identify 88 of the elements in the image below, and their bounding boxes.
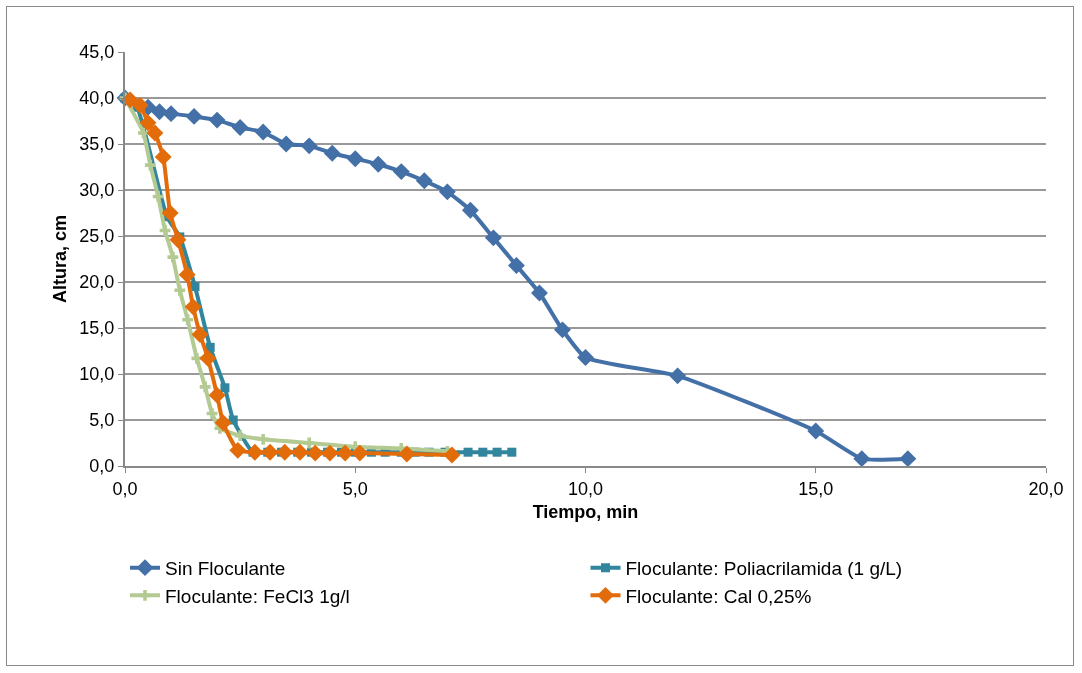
legend-label: Floculante: Poliacrilamida (1 g/L) (625, 558, 903, 580)
point (554, 321, 571, 339)
point (184, 298, 202, 316)
point (229, 441, 247, 459)
y-tick-label: 35,0 (79, 134, 115, 155)
point (131, 96, 149, 114)
point (185, 107, 203, 125)
point (178, 266, 196, 284)
point (443, 446, 461, 464)
point (208, 111, 226, 129)
point (191, 325, 209, 343)
x-tick-label: 5,0 (342, 478, 368, 499)
point (461, 201, 479, 219)
point (182, 314, 194, 326)
point (531, 284, 548, 302)
point (257, 433, 269, 445)
point (206, 408, 218, 419)
point (228, 415, 238, 425)
point (300, 137, 318, 155)
x-tick-label: 15,0 (798, 478, 834, 499)
y-tick-label: 25,0 (79, 226, 115, 247)
point (577, 348, 594, 366)
point (162, 105, 180, 123)
point (246, 443, 264, 461)
point (346, 150, 364, 168)
point (167, 251, 179, 263)
x-axis-title: Tiempo, min (532, 502, 639, 523)
x-tick-label: 0,0 (112, 478, 138, 499)
point (231, 118, 249, 136)
point (169, 231, 187, 249)
x-tick-label: 10,0 (567, 478, 604, 499)
point (151, 103, 168, 121)
point (139, 114, 157, 132)
point (478, 447, 488, 457)
point (669, 367, 687, 385)
point (336, 444, 354, 462)
point (351, 444, 369, 462)
point (190, 282, 200, 292)
x-tick-label: 20,0 (1028, 478, 1064, 499)
point (220, 383, 230, 393)
point (438, 183, 456, 201)
point (146, 124, 164, 142)
point (507, 256, 525, 274)
point (484, 229, 502, 247)
y-tick-label: 0,0 (89, 456, 115, 477)
point (199, 381, 211, 393)
y-tick-label: 20,0 (79, 272, 115, 293)
point (807, 422, 825, 440)
point (392, 163, 410, 181)
point (205, 342, 215, 352)
point (214, 414, 232, 432)
point (899, 450, 917, 468)
legend-label: Floculante: FeCl3 1g/l (165, 585, 350, 607)
point (199, 349, 217, 367)
point (191, 352, 203, 364)
point (161, 204, 179, 222)
point (154, 148, 172, 166)
point (303, 437, 315, 449)
legend-label: Sin Floculante (165, 558, 286, 580)
point (306, 444, 324, 462)
point (398, 445, 416, 463)
point (234, 430, 246, 442)
legend-label: Floculante: Cal 0,25% (625, 585, 812, 607)
point (261, 443, 279, 461)
point (321, 444, 339, 462)
point (254, 123, 272, 141)
point (152, 191, 164, 202)
point (121, 91, 139, 109)
point (492, 447, 502, 457)
point (323, 144, 341, 162)
y-tick-label: 40,0 (79, 88, 115, 109)
y-tick-label: 30,0 (79, 180, 115, 201)
point (277, 135, 295, 153)
point (415, 172, 433, 190)
y-axis-title: Altura, cm (50, 214, 71, 304)
point (276, 443, 294, 461)
y-tick-label: 15,0 (79, 318, 115, 339)
point (144, 159, 156, 171)
point (174, 284, 186, 296)
point (507, 447, 517, 457)
point (159, 225, 171, 236)
point (463, 447, 473, 457)
point (208, 386, 226, 404)
point (369, 155, 387, 173)
point (853, 450, 871, 468)
y-tick-label: 45,0 (79, 42, 115, 63)
y-tick-label: 10,0 (79, 364, 115, 385)
y-tick-label: 5,0 (89, 410, 115, 431)
